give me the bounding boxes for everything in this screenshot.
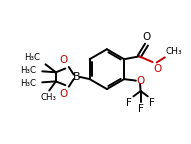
Text: O: O [154, 64, 162, 74]
Text: B: B [73, 72, 81, 82]
Text: H₃C: H₃C [21, 66, 36, 75]
Text: F: F [138, 104, 144, 114]
Text: CH₃: CH₃ [40, 93, 56, 102]
Text: F: F [149, 98, 155, 108]
Text: H₃C: H₃C [24, 53, 40, 62]
Text: F: F [126, 98, 132, 108]
Text: O: O [60, 55, 68, 65]
Text: O: O [142, 32, 151, 42]
Text: CH₃: CH₃ [166, 47, 182, 56]
Text: H₃C: H₃C [21, 79, 36, 88]
Text: O: O [137, 76, 145, 86]
Text: O: O [60, 89, 68, 99]
